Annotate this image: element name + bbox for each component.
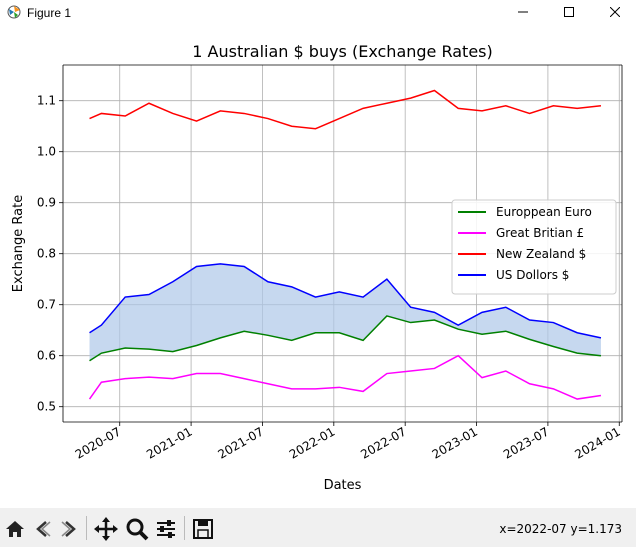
- pan-icon[interactable]: [93, 516, 119, 542]
- fill-between-area: [89, 263, 601, 361]
- back-arrow-icon[interactable]: [30, 516, 56, 542]
- x-tick-label: 2024-01: [572, 424, 622, 461]
- x-tick-label: 2023-07: [501, 424, 551, 461]
- maximize-icon: [564, 7, 574, 17]
- close-button[interactable]: [592, 0, 636, 26]
- y-tick-label: 0.8: [37, 247, 56, 261]
- navigation-toolbar: x=2022-07 y=1.173: [0, 508, 636, 547]
- toolbar-separator: [86, 516, 87, 540]
- matplotlib-app-icon: [7, 5, 21, 19]
- x-tick-label: 2022-01: [287, 424, 337, 461]
- legend-entry: New Zealand $: [496, 247, 586, 261]
- legend-box: [451, 199, 617, 295]
- chart-svg: 0.5 0.6 0.7 0.8 0.9 1.0 1.1 2020-07 2021-01 2021-…: [11, 42, 623, 493]
- x-tick-label: 2021-07: [216, 424, 266, 461]
- y-axis-label: Exchange Rate: [11, 195, 26, 292]
- y-tick-label: 1.1: [37, 94, 56, 108]
- x-axis-label: Dates: [324, 478, 362, 493]
- x-tick-label: 2022-07: [358, 424, 408, 461]
- y-tick-label: 1.0: [37, 145, 56, 159]
- chart-title: 1 Australian $ buys (Exchange Rates): [192, 42, 493, 61]
- window-title: Figure 1: [27, 6, 72, 20]
- series-line: [89, 263, 602, 339]
- minimize-icon: [518, 11, 528, 13]
- save-icon[interactable]: [190, 516, 216, 542]
- x-tick-label: 2020-07: [73, 424, 123, 461]
- forward-arrow-icon[interactable]: [56, 516, 82, 542]
- y-tick-label: 0.9: [37, 196, 56, 210]
- home-icon[interactable]: [2, 516, 28, 542]
- series-line: [88, 354, 602, 400]
- window-titlebar: Figure 1: [0, 0, 636, 26]
- x-tick-label: 2021-01: [144, 424, 194, 461]
- maximize-button[interactable]: [546, 0, 592, 26]
- y-tick-label: 0.5: [37, 400, 56, 414]
- series-line: [89, 315, 602, 362]
- y-tick-label: 0.7: [37, 298, 56, 312]
- close-icon: [609, 6, 621, 18]
- figure-canvas[interactable]: 0.5 0.6 0.7 0.8 0.9 1.0 1.1 2020-07 2021-01 2021-…: [0, 26, 636, 508]
- toolbar-separator: [184, 516, 185, 540]
- configure-subplots-icon[interactable]: [153, 516, 179, 542]
- minimize-button[interactable]: [500, 0, 546, 26]
- legend-entry: Europpean Euro: [496, 205, 592, 219]
- series-line: [89, 89, 602, 130]
- y-tick-label: 0.6: [37, 349, 56, 363]
- legend-entry: Great Britian £: [496, 226, 584, 240]
- zoom-icon[interactable]: [124, 516, 150, 542]
- x-tick-label: 2023-01: [430, 424, 480, 461]
- legend-entry: US Dollors $: [496, 268, 569, 282]
- coordinate-readout: x=2022-07 y=1.173: [499, 522, 622, 536]
